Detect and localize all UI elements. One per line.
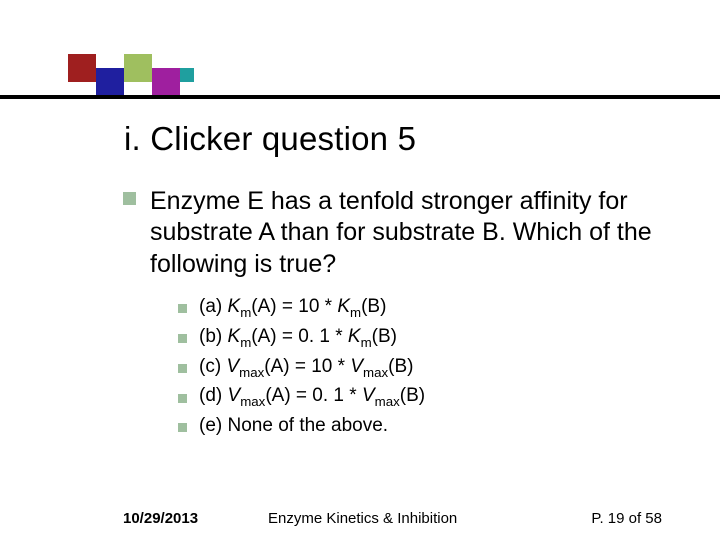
answer-item: (d) Vmax(A) = 0. 1 * Vmax(B): [178, 385, 425, 409]
answer-text: (c) Vmax(A) = 10 * Vmax(B): [199, 356, 413, 380]
footer-page-number: P. 19 of 58: [591, 510, 662, 527]
footer-topic: Enzyme Kinetics & Inhibition: [268, 510, 457, 527]
answer-item: (a) Km(A) = 10 * Km(B): [178, 296, 425, 320]
question-text: Enzyme E has a tenfold stronger affinity…: [150, 186, 670, 280]
decoration-square-icon: [180, 68, 194, 82]
answer-list: (a) Km(A) = 10 * Km(B) (b) Km(A) = 0. 1 *…: [178, 296, 425, 443]
answer-text: (e) None of the above.: [199, 415, 388, 437]
slide-title: i. Clicker question 5: [124, 120, 416, 158]
answer-text: (b) Km(A) = 0. 1 * Km(B): [199, 326, 397, 350]
answer-item: (c) Vmax(A) = 10 * Vmax(B): [178, 356, 425, 380]
answer-text: (d) Vmax(A) = 0. 1 * Vmax(B): [199, 385, 425, 409]
body-bullet-icon: [123, 192, 136, 205]
header-rule: [0, 95, 720, 99]
answer-bullet-icon: [178, 304, 187, 313]
decoration-square-icon: [68, 54, 96, 82]
answer-bullet-icon: [178, 364, 187, 373]
footer-date: 10/29/2013: [123, 510, 198, 527]
answer-bullet-icon: [178, 334, 187, 343]
answer-text: (a) Km(A) = 10 * Km(B): [199, 296, 386, 320]
answer-item: (e) None of the above.: [178, 415, 425, 437]
decoration-square-icon: [124, 54, 152, 82]
answer-bullet-icon: [178, 423, 187, 432]
decoration-square-icon: [152, 68, 180, 96]
answer-item: (b) Km(A) = 0. 1 * Km(B): [178, 326, 425, 350]
answer-bullet-icon: [178, 394, 187, 403]
decoration-square-icon: [96, 68, 124, 96]
